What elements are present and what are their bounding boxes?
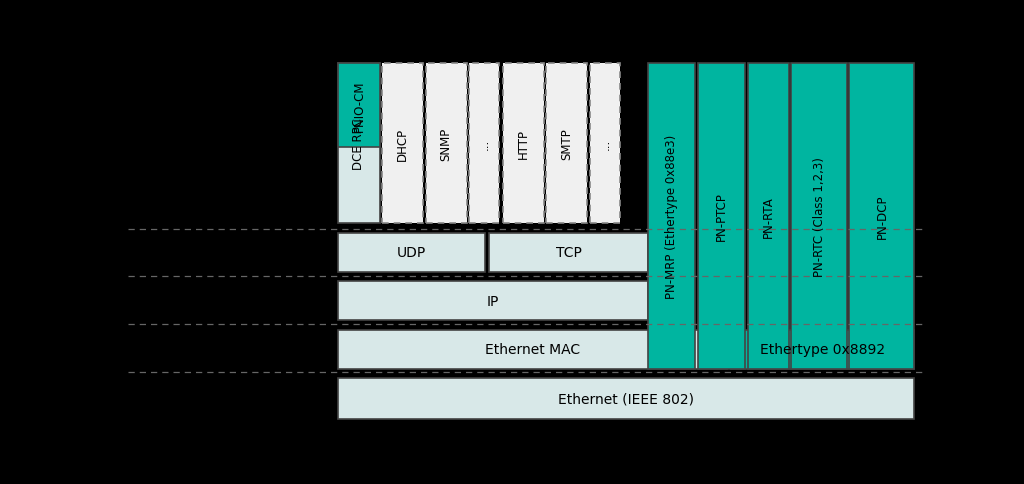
Bar bbox=[546, 64, 588, 224]
Bar bbox=[426, 64, 467, 224]
Text: TCP: TCP bbox=[555, 246, 582, 260]
Text: HTTP: HTTP bbox=[517, 129, 529, 159]
Bar bbox=[792, 64, 847, 369]
Bar bbox=[338, 64, 380, 148]
Bar bbox=[382, 64, 423, 224]
Text: ...: ... bbox=[478, 138, 490, 150]
Text: SMTP: SMTP bbox=[560, 128, 573, 160]
Text: SNMP: SNMP bbox=[439, 127, 453, 160]
Bar bbox=[338, 330, 727, 369]
Bar bbox=[503, 64, 544, 224]
Text: PN-MRP (Ethertype 0x88e3): PN-MRP (Ethertype 0x88e3) bbox=[666, 135, 678, 299]
Bar bbox=[338, 282, 648, 321]
Text: Ethernet MAC: Ethernet MAC bbox=[485, 343, 581, 357]
Text: Ethertype 0x8892: Ethertype 0x8892 bbox=[760, 343, 885, 357]
Bar bbox=[338, 64, 380, 224]
Text: PN-RTA: PN-RTA bbox=[762, 196, 775, 237]
Text: DCE RPC: DCE RPC bbox=[352, 118, 366, 170]
Bar bbox=[849, 64, 914, 369]
Text: DHCP: DHCP bbox=[396, 127, 409, 160]
Bar bbox=[748, 64, 790, 369]
Text: PN-RTC (Class 1,2,3): PN-RTC (Class 1,2,3) bbox=[813, 157, 825, 276]
Bar bbox=[338, 378, 913, 420]
Bar bbox=[338, 233, 485, 272]
Bar bbox=[590, 64, 620, 224]
Text: PNIO-CM: PNIO-CM bbox=[352, 80, 366, 131]
Bar bbox=[489, 233, 648, 272]
Text: ...: ... bbox=[598, 138, 611, 150]
Bar bbox=[469, 64, 500, 224]
Bar bbox=[648, 64, 695, 369]
Text: Ethernet (IEEE 802): Ethernet (IEEE 802) bbox=[558, 392, 694, 406]
Bar bbox=[731, 330, 913, 369]
Bar bbox=[697, 64, 745, 369]
Text: PN-DCP: PN-DCP bbox=[876, 194, 889, 239]
Text: PN-PTCP: PN-PTCP bbox=[715, 192, 728, 241]
Text: UDP: UDP bbox=[397, 246, 426, 260]
Text: IP: IP bbox=[486, 294, 500, 308]
